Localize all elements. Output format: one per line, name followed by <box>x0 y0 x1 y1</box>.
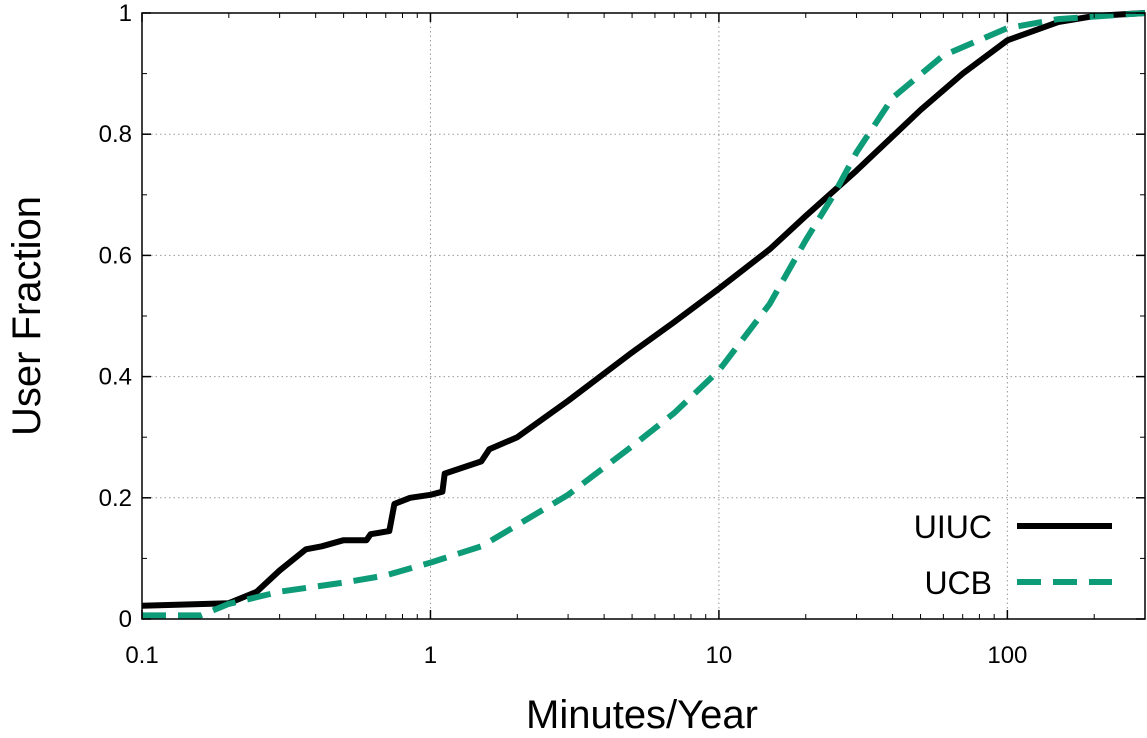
series-layer <box>141 10 1146 619</box>
x-tick-label: 0.1 <box>125 642 158 669</box>
label-layer: 0 0.2 0.4 0.6 0.8 1 0.1 1 10 100 <box>99 0 1028 669</box>
y-axis-title: User Fraction <box>5 196 49 436</box>
y-tick-label: 0.6 <box>99 242 132 269</box>
y-tick-label: 0.2 <box>99 485 132 512</box>
tick-layer <box>141 12 1145 620</box>
y-tick-label: 0.4 <box>99 364 132 391</box>
x-tick-label: 10 <box>706 642 733 669</box>
legend: UIUC UCB <box>914 509 1112 601</box>
legend-label: UCB <box>924 565 992 601</box>
x-tick-label: 100 <box>987 642 1027 669</box>
series-line-uiuc <box>141 10 1146 609</box>
plot-frame <box>141 12 1146 620</box>
series-line-ucb <box>142 10 1146 619</box>
y-tick-label: 0.8 <box>99 121 132 148</box>
y-tick-label: 0 <box>119 606 132 633</box>
x-tick-label: 1 <box>424 642 437 669</box>
x-axis-title: Minutes/Year <box>526 693 758 737</box>
y-tick-label: 1 <box>119 0 132 27</box>
grid-layer <box>142 13 1145 619</box>
legend-label: UIUC <box>914 509 992 545</box>
